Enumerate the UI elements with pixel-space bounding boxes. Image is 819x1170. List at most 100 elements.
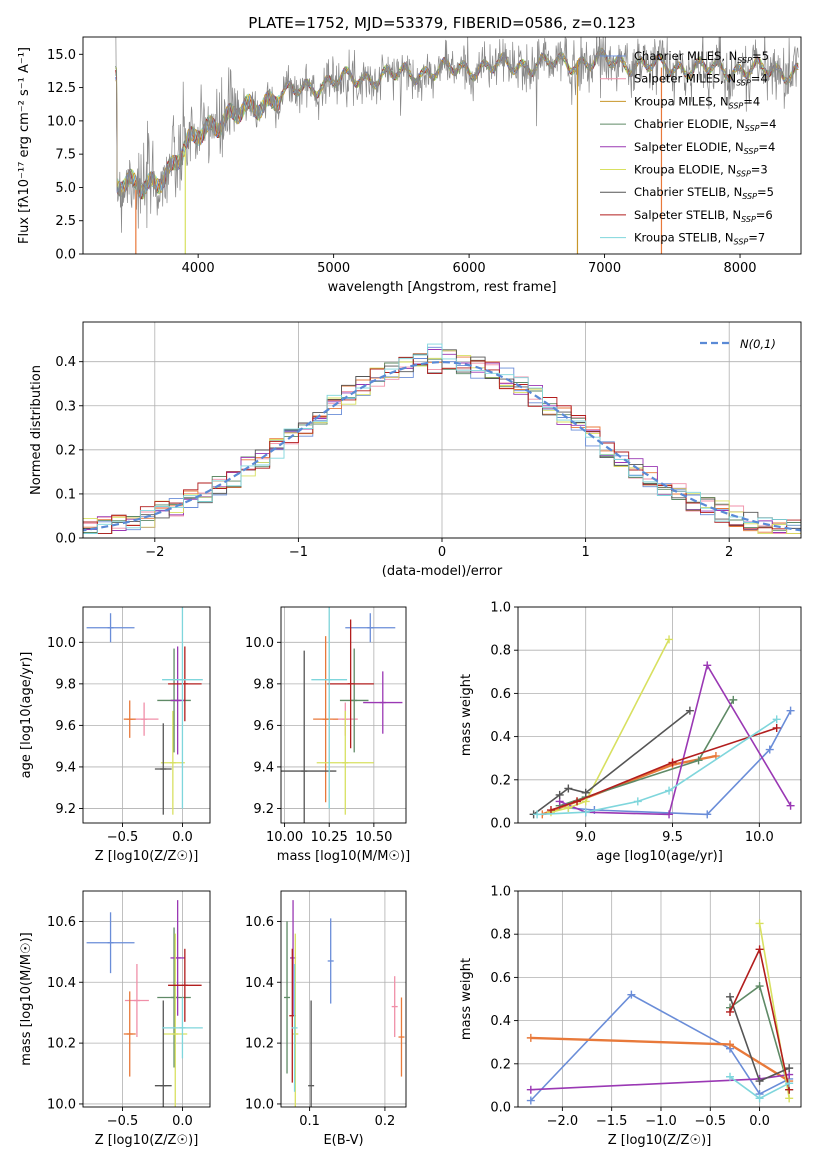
y-tick-label: 0.8 <box>490 644 511 659</box>
mass-weight-marker <box>665 786 674 795</box>
y-tick-label: 9.4 <box>55 760 76 775</box>
plot-area <box>86 607 203 815</box>
y-tick-label: 0.6 <box>490 687 511 702</box>
x-tick-label: 0 <box>438 545 446 560</box>
mass-weight-marker <box>755 1094 764 1103</box>
y-tick-label: 10.0 <box>245 636 274 651</box>
axes-frame <box>82 321 802 539</box>
panel-mass_vs_Z: −0.5 0.0 10.0 10.2 10.4 10.6 Z [log10(Z/Z☉)] ma… <box>19 890 211 1148</box>
y-tick-label: 9.6 <box>55 719 76 734</box>
mass-weight-marker <box>533 810 542 819</box>
y-axis-label: mass weight <box>459 958 474 1040</box>
mass-weight-marker <box>573 797 582 806</box>
mass-weight-marker <box>703 661 712 670</box>
mass-weight-line <box>559 699 734 807</box>
y-tick-label: 15.0 <box>47 48 76 63</box>
axes-frame <box>82 606 211 824</box>
x-axis-label: E(B-V) <box>323 1133 363 1148</box>
panel-massweight_vs_age: 9.0 9.5 10.0 0.0 0.2 0.4 0.6 0.8 1.0 age [log10(a… <box>459 601 802 864</box>
mass-weight-marker <box>703 810 712 819</box>
mass-weight-line <box>530 993 790 1102</box>
legend-label: N(0,1) <box>740 337 776 351</box>
mass-weight-marker <box>755 982 764 991</box>
y-tick-label: 10.4 <box>245 976 274 991</box>
axes-frame <box>517 606 802 824</box>
mass-weight-marker <box>526 1033 535 1042</box>
y-tick-label: 9.6 <box>253 719 274 734</box>
mass-weight-line <box>550 727 777 811</box>
mass-weight-marker <box>546 806 555 815</box>
mass-weight-marker <box>786 801 795 810</box>
y-axis-label: mass [log10(M/M☉)] <box>19 932 34 1065</box>
mass-weight-marker <box>526 1096 535 1105</box>
axes-frame <box>517 890 802 1108</box>
x-tick-label: 6000 <box>453 261 486 276</box>
plot-area <box>86 900 203 1107</box>
x-tick-label: 9.5 <box>662 830 683 845</box>
mass-weight-marker <box>755 1077 764 1086</box>
mass-weight-marker <box>668 758 677 767</box>
y-tick-label: 0.1 <box>55 487 76 502</box>
legend-label: Chabrier MILES, NSSP=5 <box>634 49 769 65</box>
x-tick-label: −1 <box>289 545 308 560</box>
x-tick-label: −1.5 <box>596 1114 628 1129</box>
y-tick-label: 9.2 <box>55 802 76 817</box>
y-axis-label: age [log10(age/yr)] <box>19 652 34 779</box>
x-axis-label: (data-model)/error <box>382 564 503 579</box>
histogram-step <box>83 356 801 535</box>
legend-label: Chabrier ELODIE, NSSP=4 <box>634 117 776 133</box>
plot-area <box>281 607 403 823</box>
y-tick-label: 10.2 <box>47 1037 76 1052</box>
panel-massweight_vs_Z: −2.0 −1.5 −1.0 −0.5 0.0 0.0 0.2 0.4 0.6 0.8 1.0 Z [… <box>459 885 802 1148</box>
axes-frame <box>82 890 211 1108</box>
y-tick-label: 0.4 <box>490 1014 511 1029</box>
x-axis-label: wavelength [Angstrom, rest frame] <box>328 280 557 295</box>
y-tick-label: 0.0 <box>55 248 76 263</box>
mass-weight-marker <box>786 706 795 715</box>
panel-mass_vs_ebv: 0.1 0.2 10.0 10.2 10.4 10.6 E(B-V) <box>245 890 407 1148</box>
y-axis-label: Normed distribution <box>29 365 44 495</box>
axes-frame <box>280 890 407 1108</box>
y-tick-label: 1.0 <box>490 885 511 900</box>
x-tick-label: 0.0 <box>172 1114 193 1129</box>
plot-area <box>284 900 405 1107</box>
x-tick-label: 2 <box>725 545 733 560</box>
x-tick-label: 5000 <box>317 261 350 276</box>
mass-weight-marker <box>755 945 764 954</box>
x-tick-label: 10.50 <box>355 830 392 845</box>
x-tick-label: −0.5 <box>107 830 139 845</box>
mass-weight-marker <box>765 745 774 754</box>
x-tick-label: 7000 <box>588 261 621 276</box>
x-tick-label: −0.5 <box>107 1114 139 1129</box>
y-tick-label: 9.8 <box>55 677 76 692</box>
y-tick-label: 9.4 <box>253 760 274 775</box>
histogram-step <box>83 343 801 535</box>
mass-weight-marker <box>785 1094 794 1103</box>
y-tick-label: 10.0 <box>245 1097 274 1112</box>
x-tick-label: −2 <box>145 545 164 560</box>
y-tick-label: 9.2 <box>253 802 274 817</box>
legend-label: Kroupa STELIB, NSSP=7 <box>634 231 765 247</box>
plot-area <box>526 919 794 1105</box>
mass-weight-marker <box>694 756 703 765</box>
mass-weight-marker <box>726 1072 735 1081</box>
mass-weight-marker <box>772 715 781 724</box>
y-tick-label: 10.4 <box>47 976 76 991</box>
mass-weight-marker <box>665 810 674 819</box>
y-tick-label: 0.2 <box>55 443 76 458</box>
panel-age_vs_mass: 10.00 10.25 10.50 9.2 9.4 9.6 9.8 10.0 mass [log… <box>245 606 410 864</box>
y-tick-label: 5.0 <box>55 181 76 196</box>
mass-weight-marker <box>685 706 694 715</box>
x-axis-label: Z [log10(Z/Z☉)] <box>608 1133 712 1148</box>
y-axis-label: Flux [fλ10⁻¹⁷ erg cm⁻² s⁻¹ A⁻¹] <box>17 47 32 244</box>
panel-age_vs_Z: −0.5 0.0 9.2 9.4 9.6 9.8 10.0 Z [log10(Z/Z☉)] ag… <box>19 606 211 864</box>
x-tick-label: 0.2 <box>375 1114 396 1129</box>
x-axis-label: Z [log10(Z/Z☉)] <box>95 849 199 864</box>
axes-frame <box>82 36 802 255</box>
mass-weight-marker <box>726 1040 735 1049</box>
x-tick-label: −0.5 <box>694 1114 726 1129</box>
panel-hist: −2 −1 0 1 2 0.0 0.1 0.2 0.3 0.4 (data-model)/error… <box>29 321 802 579</box>
y-tick-label: 10.6 <box>245 915 274 930</box>
mass-weight-line <box>533 710 691 816</box>
mass-weight-marker <box>564 803 573 812</box>
